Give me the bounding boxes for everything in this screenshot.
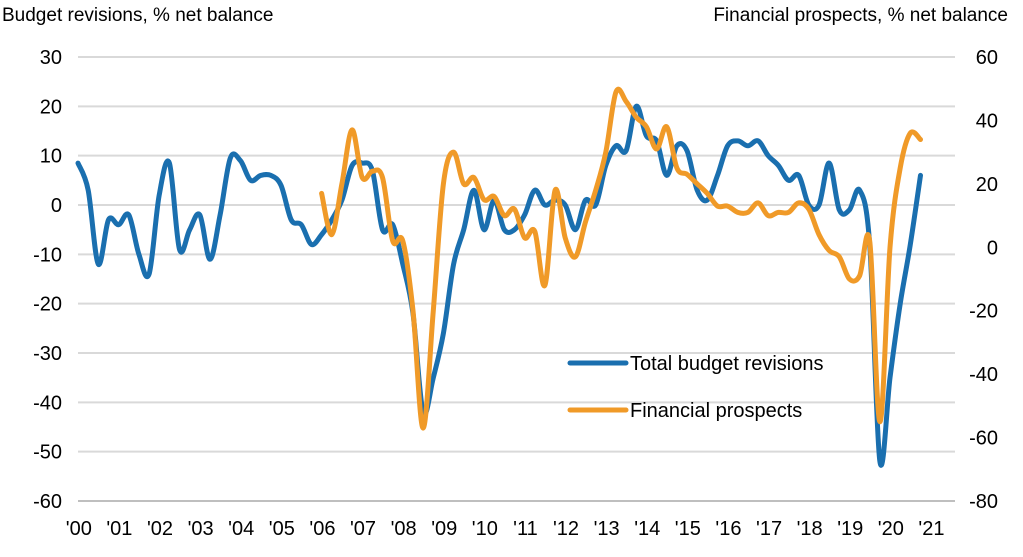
x-tick-label: '17 (756, 518, 782, 540)
x-tick-label: '20 (878, 518, 904, 540)
x-tick-label: '16 (715, 518, 741, 540)
x-tick-label: '08 (391, 518, 417, 540)
left-tick-label: -10 (33, 244, 62, 266)
left-axis-title: Budget revisions, % net balance (2, 5, 273, 26)
x-tick-label: '04 (228, 518, 254, 540)
right-tick-label: -20 (969, 301, 998, 323)
x-tick-label: '09 (431, 518, 457, 540)
left-tick-label: -40 (33, 392, 62, 414)
x-tick-label: '03 (188, 518, 214, 540)
series-line-financial-prospects (319, 86, 923, 431)
x-tick-label: '15 (675, 518, 701, 540)
legend-label-financial-prospects: Financial prospects (630, 400, 802, 422)
left-tick-label: -30 (33, 343, 62, 365)
x-tick-label: '14 (634, 518, 660, 540)
left-tick-label: 20 (40, 96, 62, 118)
left-tick-label: 30 (40, 47, 62, 69)
right-tick-label: -40 (969, 364, 998, 386)
x-tick-label: '13 (594, 518, 620, 540)
x-tick-label: '00 (66, 518, 92, 540)
x-tick-label: '11 (513, 518, 538, 540)
x-tick-label: '19 (837, 518, 863, 540)
x-tick-label: '01 (106, 518, 132, 540)
x-tick-label: '05 (269, 518, 295, 540)
right-axis-title: Financial prospects, % net balance (713, 5, 1008, 26)
series-layer (75, 86, 923, 468)
gridlines (78, 56, 955, 502)
left-tick-label: -20 (33, 294, 62, 316)
x-axis-ticks: '00 '01 '02 '03 '04 '05 '06 '07 '08 '09 '10 '11 '12 '… (66, 518, 945, 540)
right-tick-label: -60 (969, 428, 998, 450)
x-tick-label: '18 (797, 518, 823, 540)
left-axis-ticks: 30 20 10 0 -10 -20 -30 -40 -50 -60 (33, 47, 62, 513)
right-tick-label: -80 (969, 491, 998, 513)
x-tick-label: '10 (472, 518, 498, 540)
x-tick-label: '07 (350, 518, 376, 540)
left-tick-label: -50 (33, 442, 62, 464)
x-tick-label: '12 (553, 518, 579, 540)
right-tick-label: 60 (976, 47, 998, 69)
left-tick-label: 0 (51, 195, 62, 217)
legend: Total budget revisions Financial prospec… (567, 353, 823, 422)
left-tick-label: 10 (40, 146, 62, 168)
left-tick-label: -60 (33, 491, 62, 513)
right-tick-label: 20 (976, 174, 998, 196)
right-tick-label: 0 (987, 237, 998, 259)
right-tick-label: 40 (976, 110, 998, 132)
x-tick-label: '02 (147, 518, 173, 540)
right-axis-ticks: 60 40 20 0 -20 -40 -60 -80 (969, 47, 998, 513)
x-tick-label: '21 (918, 518, 944, 540)
legend-label-total-budget-revisions: Total budget revisions (630, 353, 823, 375)
x-tick-label: '06 (309, 518, 335, 540)
series-line-total-budget-revisions (75, 103, 923, 468)
